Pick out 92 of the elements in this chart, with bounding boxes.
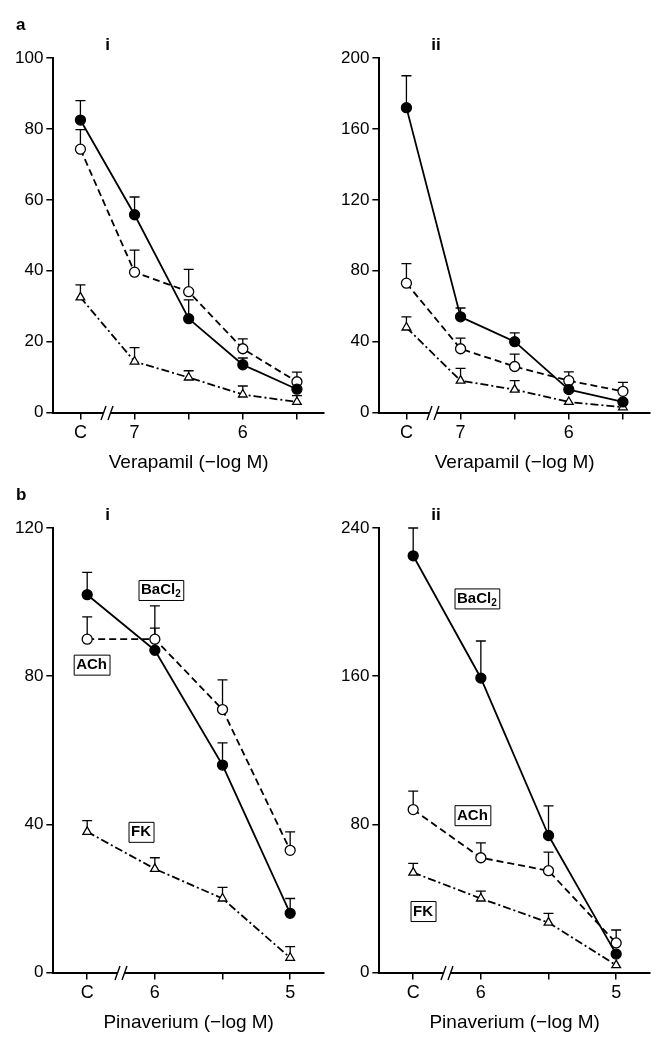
x-tick-label: C [406, 982, 420, 1003]
point [284, 844, 296, 856]
x-tick-label: 7 [129, 422, 140, 443]
point [74, 143, 87, 155]
series-label: FK [413, 901, 434, 919]
x-tick-label: 5 [285, 982, 296, 1003]
point [149, 863, 160, 873]
point [509, 360, 521, 373]
chart-title: i [105, 505, 111, 524]
x-tick-label: 6 [563, 422, 574, 443]
chart-title: ii [431, 505, 441, 524]
point [610, 948, 622, 960]
x-axis-title: Verapamil (−log M) [434, 450, 595, 472]
point [82, 826, 93, 835]
text: a [16, 15, 26, 34]
x-tick-label: 5 [611, 982, 622, 1003]
series-label: FK [131, 822, 152, 840]
point [149, 644, 161, 656]
y-tick-label: 0 [359, 962, 370, 982]
point [408, 866, 419, 876]
x-tick-label: 7 [455, 422, 466, 443]
y-tick-label: 0 [359, 402, 370, 422]
x-tick-label: C [73, 422, 87, 443]
point [401, 321, 412, 331]
point [216, 759, 229, 771]
x-axis-title: Pinaverium (−log M) [429, 1010, 600, 1032]
y-tick-label: 40 [24, 260, 44, 280]
y-tick-label: 40 [350, 331, 370, 351]
point [74, 114, 87, 126]
x-tick-label: C [80, 982, 94, 1003]
y-tick-label: 80 [24, 665, 44, 685]
point [475, 672, 487, 684]
point [454, 311, 467, 323]
text: b [16, 485, 27, 504]
point [509, 336, 521, 348]
point [183, 286, 195, 298]
point [563, 383, 575, 396]
y-tick-label: 60 [24, 189, 44, 209]
point [610, 937, 622, 949]
point [543, 916, 554, 926]
point [284, 907, 296, 919]
point [400, 277, 413, 289]
y-tick-label: 80 [24, 118, 44, 138]
point [611, 959, 622, 969]
y-tick-label: 120 [340, 189, 370, 209]
point [183, 312, 195, 325]
point [407, 550, 419, 562]
point [542, 829, 555, 842]
point [291, 383, 303, 395]
y-tick-label: 80 [350, 260, 370, 280]
y-tick-label: 100 [14, 47, 44, 67]
chart-title: ii [431, 35, 441, 54]
point [237, 359, 249, 371]
y-tick-label: 40 [24, 814, 44, 834]
point [455, 375, 466, 384]
x-axis-title: Verapamil (−log M) [108, 450, 269, 472]
point [216, 703, 229, 716]
y-tick-label: 0 [33, 962, 44, 982]
x-tick-label: 6 [149, 982, 160, 1003]
y-tick-label: 120 [14, 517, 44, 537]
y-tick-label: 80 [350, 814, 370, 834]
x-tick-label: 6 [237, 422, 248, 443]
x-tick-label: 6 [475, 982, 486, 1003]
point [81, 589, 93, 601]
point [75, 291, 86, 301]
point [454, 343, 467, 355]
y-tick-label: 240 [340, 517, 370, 537]
series-label: ACh [457, 805, 488, 823]
point [149, 633, 161, 645]
y-tick-label: 160 [340, 118, 370, 138]
point [407, 803, 419, 816]
point [542, 865, 555, 877]
y-tick-label: 0 [33, 402, 44, 422]
point [129, 355, 140, 365]
point [563, 396, 574, 406]
point [617, 396, 629, 408]
point [81, 633, 93, 645]
point [285, 952, 296, 961]
point [128, 266, 141, 278]
point [237, 343, 249, 355]
y-tick-label: 200 [340, 47, 370, 67]
point [128, 209, 141, 221]
point [475, 852, 487, 864]
y-tick-label: 20 [24, 331, 44, 351]
point [617, 385, 629, 397]
series-label: ACh [76, 655, 108, 673]
y-tick-label: 160 [340, 665, 370, 685]
x-axis-title: Pinaverium (−log M) [103, 1010, 274, 1032]
point [400, 101, 413, 114]
point [217, 892, 228, 902]
chart-title: i [105, 35, 111, 54]
x-tick-label: C [399, 422, 413, 443]
